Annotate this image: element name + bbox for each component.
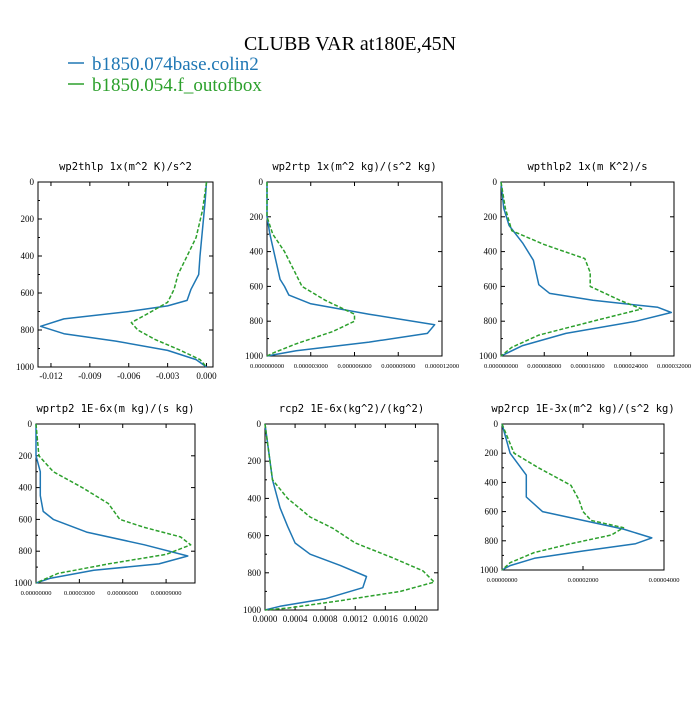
panels: wp2thlp 1x(m^2 K)/s^2 0 200 400 600 800 1000 -0… bbox=[14, 161, 691, 624]
x-tick-label: 0.000012000 bbox=[425, 363, 459, 370]
series-line-1 bbox=[266, 182, 356, 357]
y-tick-label: 200 bbox=[484, 212, 498, 222]
x-tick-label: 0.00003000 bbox=[64, 590, 95, 597]
panel-frame bbox=[35, 423, 196, 584]
panel-title: wp2rtp 1x(m^2 kg)/(s^2 kg) bbox=[272, 161, 436, 173]
series-line-1 bbox=[501, 423, 625, 571]
legend-label-0: b1850.074base.colin2 bbox=[92, 54, 259, 75]
series-line-0 bbox=[39, 181, 208, 368]
x-tick-label: 0.00004000 bbox=[649, 577, 680, 584]
y-tick-label: 1000 bbox=[479, 351, 498, 361]
panel-4: rcp2 1E-6x(kg^2)/(kg^2) 0 200 400 600 800 1000… bbox=[243, 403, 439, 624]
legend: b1850.074base.colin2 b1850.054.f_outofbo… bbox=[68, 54, 262, 96]
series-line-1 bbox=[264, 423, 435, 611]
panel-frame bbox=[264, 423, 439, 611]
series-line-0 bbox=[501, 423, 653, 571]
x-tick-label: 0.00000000 bbox=[487, 577, 518, 584]
y-tick-label: 0 bbox=[494, 419, 499, 429]
y-tick-label: 800 bbox=[484, 316, 498, 326]
series-line-0 bbox=[266, 182, 436, 357]
y-tick-label: 600 bbox=[250, 281, 264, 291]
y-tick-label: 200 bbox=[19, 451, 33, 461]
x-tick-label: 0.000006000 bbox=[337, 363, 371, 370]
x-tick-label: 0.000000000 bbox=[250, 363, 284, 370]
y-tick-label: 600 bbox=[19, 514, 33, 524]
y-tick-label: 400 bbox=[19, 483, 33, 493]
y-tick-label: 1000 bbox=[243, 605, 262, 615]
y-tick-label: 0 bbox=[257, 419, 262, 429]
y-tick-label: 1000 bbox=[16, 362, 35, 372]
y-tick-label: 800 bbox=[21, 325, 35, 335]
y-tick-label: 400 bbox=[21, 251, 35, 261]
y-tick-label: 600 bbox=[485, 507, 499, 517]
panel-5: wp2rcp 1E-3x(m^2 kg)/(s^2 kg) 0 200 400 600 8… bbox=[480, 403, 679, 584]
panel-3: wprtp2 1E-6x(m kg)/(s kg)0 200 400 600 800 10… bbox=[14, 403, 196, 597]
panel-frame bbox=[37, 181, 214, 368]
y-tick-label: 1000 bbox=[14, 578, 33, 588]
y-tick-label: 800 bbox=[248, 568, 262, 578]
series-line-0 bbox=[35, 424, 189, 584]
panel-2: wpthlp2 1x(m K^2)/s 0 200 400 600 800 1000 0.00… bbox=[479, 161, 691, 370]
panel-1: wp2rtp 1x(m^2 kg)/(s^2 kg) 0 200 400 600 800 1… bbox=[245, 161, 459, 370]
series-line-0 bbox=[264, 423, 368, 611]
y-tick-label: 400 bbox=[484, 247, 498, 257]
x-tick-label: 0.000009000 bbox=[381, 363, 415, 370]
y-tick-label: 0 bbox=[259, 177, 264, 187]
x-tick-label: 0.000000000 bbox=[484, 363, 518, 370]
x-tick-label: 0.00009000 bbox=[151, 590, 182, 597]
y-tick-label: 0 bbox=[28, 419, 33, 429]
y-tick-label: 600 bbox=[484, 281, 498, 291]
x-tick-label: -0.006 bbox=[117, 371, 141, 381]
x-tick-label: 0.000 bbox=[196, 371, 217, 381]
y-tick-label: 200 bbox=[248, 456, 262, 466]
panel-title: wprtp2 1E-6x(m kg)/(s kg) bbox=[36, 403, 194, 415]
y-tick-label: 800 bbox=[250, 316, 264, 326]
panel-title: rcp2 1E-6x(kg^2)/(kg^2) bbox=[279, 403, 424, 415]
x-tick-label: 0.0000 bbox=[253, 614, 278, 624]
x-tick-label: 0.0020 bbox=[403, 614, 428, 624]
x-tick-label: -0.003 bbox=[156, 371, 180, 381]
panel-0: wp2thlp 1x(m^2 K)/s^2 0 200 400 600 800 1000 -0… bbox=[16, 161, 217, 381]
x-tick-label: 0.0004 bbox=[283, 614, 308, 624]
y-tick-label: 1000 bbox=[245, 351, 264, 361]
x-tick-label: 0.000032000 bbox=[657, 363, 691, 370]
panel-title: wpthlp2 1x(m K^2)/s bbox=[527, 161, 647, 173]
y-tick-label: 200 bbox=[21, 214, 35, 224]
panel-title: wp2thlp 1x(m^2 K)/s^2 bbox=[59, 161, 192, 173]
y-tick-label: 600 bbox=[21, 288, 35, 298]
series-line-1 bbox=[130, 181, 208, 368]
x-tick-label: 0.000003000 bbox=[294, 363, 328, 370]
y-tick-label: 0 bbox=[493, 177, 498, 187]
y-tick-label: 400 bbox=[248, 493, 262, 503]
panel-title: wp2rcp 1E-3x(m^2 kg)/(s^2 kg) bbox=[491, 403, 674, 415]
y-tick-label: 800 bbox=[19, 546, 33, 556]
x-tick-label: 0.000016000 bbox=[570, 363, 604, 370]
figure-title: CLUBB VAR at180E,45N bbox=[244, 33, 456, 55]
x-tick-label: -0.012 bbox=[39, 371, 62, 381]
y-tick-label: 1000 bbox=[480, 565, 499, 575]
y-tick-label: 400 bbox=[250, 247, 264, 257]
y-tick-label: 0 bbox=[30, 177, 35, 187]
x-tick-label: 0.000024000 bbox=[614, 363, 648, 370]
x-tick-label: 0.000008000 bbox=[527, 363, 561, 370]
legend-label-1: b1850.054.f_outofbox bbox=[92, 75, 262, 96]
series-line-0 bbox=[500, 181, 673, 357]
y-tick-label: 200 bbox=[485, 448, 499, 458]
y-tick-label: 600 bbox=[248, 531, 262, 541]
x-tick-label: 0.0012 bbox=[343, 614, 368, 624]
x-tick-label: 0.00000000 bbox=[21, 590, 52, 597]
x-tick-label: 0.00002000 bbox=[568, 577, 599, 584]
x-tick-label: 0.0016 bbox=[373, 614, 398, 624]
series-line-1 bbox=[500, 181, 643, 357]
y-tick-label: 400 bbox=[485, 477, 499, 487]
series-line-1 bbox=[35, 423, 192, 584]
x-tick-label: 0.00006000 bbox=[107, 590, 138, 597]
x-tick-label: 0.0008 bbox=[313, 614, 338, 624]
y-tick-label: 800 bbox=[485, 536, 499, 546]
y-tick-label: 200 bbox=[250, 212, 264, 222]
x-tick-label: -0.009 bbox=[78, 371, 102, 381]
